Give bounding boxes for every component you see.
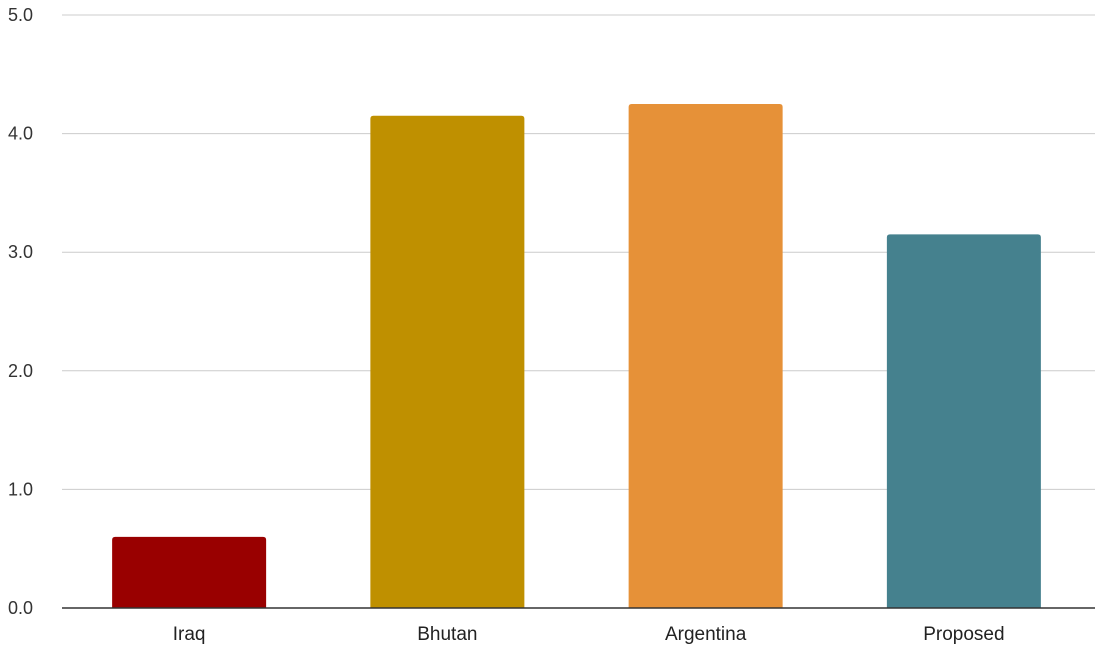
x-tick-label: Iraq [173,624,206,645]
bar-proposed [886,234,1041,608]
bar-bhutan [370,115,525,608]
y-tick-label: 1.0 [8,479,33,499]
y-tick-label: 0.0 [8,598,33,618]
y-tick-label: 5.0 [8,5,33,25]
x-tick-label: Proposed [923,624,1004,645]
x-tick-label: Bhutan [417,624,477,645]
bars [112,103,1041,608]
y-axis-ticks: 0.0 1.0 2.0 3.0 4.0 5.0 [8,5,33,618]
y-tick-label: 3.0 [8,242,33,262]
bar-argentina [628,103,783,608]
bar-iraq [112,536,267,608]
y-tick-label: 4.0 [8,124,33,144]
y-tick-label: 2.0 [8,361,33,381]
x-axis-ticks: Iraq Bhutan Argentina Proposed [173,624,1005,645]
x-tick-label: Argentina [665,624,747,645]
